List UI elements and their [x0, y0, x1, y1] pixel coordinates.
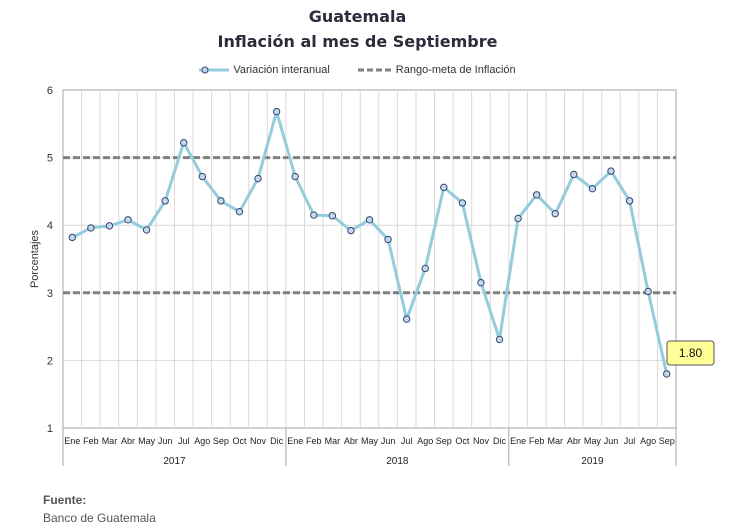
data-point	[625, 197, 634, 205]
x-tick-label: Jul	[624, 436, 636, 446]
data-point	[402, 315, 411, 323]
data-point	[532, 191, 541, 199]
x-tick-label: Ago	[194, 436, 210, 446]
legend-band-label: Rango-meta de Inflación	[395, 64, 516, 76]
data-point	[570, 170, 578, 179]
x-tick-label: Feb	[83, 436, 99, 446]
year-label: 2019	[581, 456, 604, 467]
y-tick-label: 1	[47, 423, 53, 435]
year-label: 2018	[386, 456, 409, 467]
x-tick-label: Mar	[102, 436, 118, 446]
x-tick-label: Ago	[417, 436, 433, 446]
legend-band-swatch	[357, 68, 392, 72]
data-point	[328, 212, 337, 220]
data-point	[68, 233, 76, 242]
data-point	[180, 139, 188, 147]
x-tick-label: Dic	[493, 436, 506, 446]
x-tick-label: Mar	[548, 436, 564, 446]
source-note: Fuente: Banco de Guatemala	[43, 491, 156, 527]
data-point	[384, 235, 392, 244]
x-tick-label: Feb	[306, 436, 322, 446]
source-value: Banco de Guatemala	[43, 511, 156, 525]
x-tick-label: Sep	[213, 436, 229, 446]
x-tick-label: Nov	[250, 436, 267, 446]
data-point	[254, 174, 262, 183]
x-tick-label: Jun	[604, 436, 619, 446]
data-point	[124, 216, 132, 224]
legend-item-series: Variación interanual	[199, 64, 330, 76]
data-point	[272, 107, 281, 116]
x-tick-label: Ago	[640, 436, 656, 446]
data-point	[291, 172, 299, 181]
data-point	[514, 214, 522, 223]
x-tick-label: Ene	[64, 436, 80, 446]
x-tick-label: Mar	[325, 436, 341, 446]
data-point	[495, 335, 504, 344]
y-tick-label: 4	[47, 220, 53, 232]
x-tick-label: Abr	[344, 436, 358, 446]
x-tick-label: Abr	[567, 436, 581, 446]
x-tick-label: May	[138, 436, 156, 446]
x-tick-label: May	[361, 436, 379, 446]
chart-title: Guatemala Inflación al mes de Septiembre	[0, 4, 715, 54]
x-tick-label: Jul	[178, 436, 190, 446]
legend-item-band: Rango-meta de Inflación	[357, 64, 516, 76]
data-point	[105, 222, 114, 230]
y-tick-label: 3	[47, 288, 53, 300]
x-tick-label: Abr	[121, 436, 135, 446]
y-tick-label: 2	[47, 355, 53, 367]
x-tick-label: Ene	[287, 436, 303, 446]
last-value-label-box	[666, 340, 715, 366]
x-tick-label: Feb	[529, 436, 545, 446]
legend: Variación interanual Rango-meta de Infla…	[0, 64, 715, 76]
data-point	[551, 210, 559, 218]
data-point	[347, 226, 355, 235]
x-tick-label: May	[584, 436, 602, 446]
x-tick-label: Sep	[436, 436, 452, 446]
x-tick-label: Ene	[510, 436, 526, 446]
data-point	[235, 207, 244, 216]
data-point	[161, 197, 169, 205]
x-tick-label: Sep	[659, 436, 675, 446]
x-tick-label: Nov	[473, 436, 490, 446]
x-tick-label: Oct	[455, 436, 470, 446]
year-label: 2017	[163, 456, 186, 467]
y-tick-label: 6	[47, 85, 53, 97]
data-point	[458, 199, 467, 207]
y-tick-label: 5	[47, 153, 53, 165]
data-point	[198, 172, 207, 181]
title-line-1: Guatemala	[308, 7, 407, 26]
last-value-label: 1.80	[679, 346, 703, 360]
data-point	[663, 370, 671, 378]
data-point	[440, 183, 448, 192]
title-line-2: Inflación al mes de Septiembre	[217, 32, 498, 51]
x-tick-label: Dic	[270, 436, 283, 446]
x-tick-label: Jun	[158, 436, 173, 446]
x-tick-label: Jun	[381, 436, 396, 446]
data-point	[477, 278, 485, 287]
x-tick-label: Oct	[232, 436, 247, 446]
x-tick-label: Jul	[401, 436, 413, 446]
data-point	[217, 197, 225, 205]
legend-series-label: Variación interanual	[233, 64, 330, 76]
source-label: Fuente:	[43, 493, 87, 507]
data-point	[142, 226, 151, 234]
y-axis-label: Porcentajes	[29, 229, 41, 288]
data-point	[588, 184, 597, 193]
legend-series-swatch	[199, 66, 230, 74]
data-point	[87, 224, 95, 232]
series-line	[71, 110, 669, 375]
data-point	[310, 211, 318, 219]
data-point	[421, 264, 429, 273]
plot-area	[62, 89, 677, 429]
data-point	[365, 216, 374, 224]
data-point	[644, 287, 652, 296]
data-point	[607, 167, 615, 175]
